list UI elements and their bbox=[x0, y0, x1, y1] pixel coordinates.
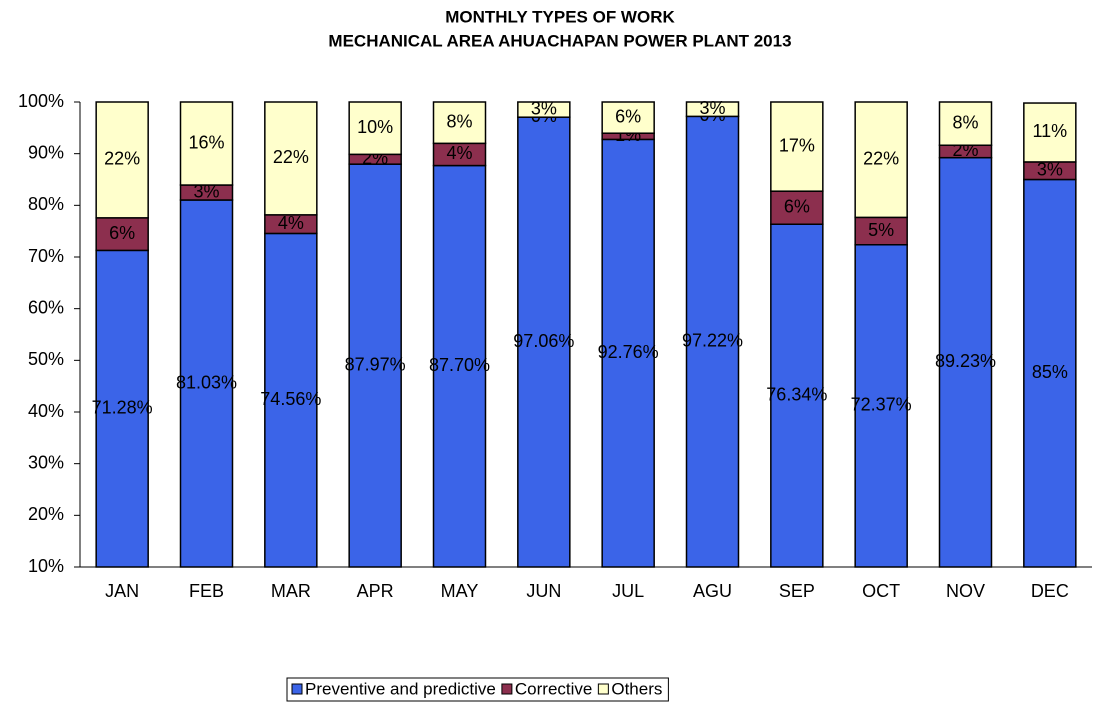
x-tick-label: JUN bbox=[526, 581, 561, 601]
x-tick-label: APR bbox=[357, 581, 394, 601]
bar-segment bbox=[432, 101, 487, 145]
bar-segment bbox=[95, 249, 149, 568]
data-label: 10% bbox=[357, 117, 393, 137]
data-label: 6% bbox=[615, 106, 641, 126]
legend-label: Preventive and predictive bbox=[305, 679, 496, 698]
y-tick-label: 70% bbox=[28, 246, 64, 266]
data-label: 74.56% bbox=[260, 389, 321, 409]
data-label: 3% bbox=[193, 181, 219, 201]
x-tick-label: AGU bbox=[693, 581, 732, 601]
data-label: 17% bbox=[779, 135, 815, 155]
data-label: 72.37% bbox=[851, 395, 912, 415]
data-label: 22% bbox=[863, 148, 899, 168]
bar-segment bbox=[432, 164, 487, 568]
data-label: 16% bbox=[188, 132, 224, 152]
x-tick-label: SEP bbox=[779, 581, 815, 601]
data-label: 4% bbox=[278, 213, 304, 233]
data-label: 97.06% bbox=[513, 331, 574, 351]
y-tick-label: 100% bbox=[18, 91, 64, 111]
bar-segment bbox=[517, 101, 571, 118]
data-label: 71.28% bbox=[92, 397, 153, 417]
x-tick-label: JUL bbox=[612, 581, 644, 601]
chart-subtitle: MECHANICAL AREA AHUACHAPAN POWER PLANT 2… bbox=[328, 31, 791, 50]
data-label: 97.22% bbox=[682, 330, 743, 350]
data-label: 8% bbox=[952, 112, 978, 132]
legend-swatch bbox=[501, 683, 513, 695]
data-label: 87.70% bbox=[429, 355, 490, 375]
data-label: 85% bbox=[1032, 362, 1068, 382]
chart-title: MONTHLY TYPES OF WORK bbox=[445, 7, 675, 26]
x-tick-label: NOV bbox=[946, 581, 985, 601]
data-label: 5% bbox=[868, 220, 894, 240]
bar-segment bbox=[854, 244, 908, 568]
bar-segment bbox=[854, 216, 908, 246]
data-label: 3% bbox=[531, 98, 557, 118]
x-tick-label: MAR bbox=[271, 581, 311, 601]
y-tick-label: 60% bbox=[28, 297, 64, 317]
y-tick-label: 80% bbox=[28, 194, 64, 214]
bar-segment bbox=[854, 101, 908, 219]
data-label: 8% bbox=[446, 111, 472, 131]
y-tick-label: 10% bbox=[28, 556, 64, 576]
bar-segment bbox=[348, 101, 402, 156]
bar-segment bbox=[685, 115, 740, 568]
bar-segment bbox=[938, 101, 993, 146]
legend-swatch bbox=[291, 683, 303, 695]
bar-segment bbox=[938, 156, 993, 568]
bar-segment bbox=[1023, 102, 1077, 163]
y-tick-label: 30% bbox=[28, 452, 64, 472]
bar-segment bbox=[770, 223, 824, 568]
data-label: 81.03% bbox=[176, 372, 237, 392]
bar-segment bbox=[601, 138, 655, 568]
bar-segment bbox=[685, 101, 740, 118]
y-tick-label: 50% bbox=[28, 349, 64, 369]
y-tick-label: 90% bbox=[28, 142, 64, 162]
bar-segment bbox=[348, 163, 402, 568]
data-label: 22% bbox=[104, 149, 140, 169]
data-label: 6% bbox=[784, 196, 810, 216]
y-tick-label: 40% bbox=[28, 401, 64, 421]
legend-label: Corrective bbox=[515, 679, 592, 698]
bar-segment bbox=[770, 101, 824, 192]
y-tick-label: 20% bbox=[28, 504, 64, 524]
bar-segment bbox=[517, 116, 571, 568]
data-label: 11% bbox=[1032, 121, 1067, 141]
x-tick-label: DEC bbox=[1031, 581, 1069, 601]
data-label: 22% bbox=[273, 147, 309, 167]
legend-label: Others bbox=[611, 679, 662, 698]
legend-box bbox=[286, 677, 669, 702]
bar-segment bbox=[264, 232, 318, 568]
x-tick-label: MAY bbox=[441, 581, 479, 601]
bar-segment bbox=[95, 101, 149, 219]
data-label: 3% bbox=[1037, 159, 1063, 179]
bar-segment bbox=[1023, 178, 1077, 568]
x-tick-label: OCT bbox=[862, 581, 900, 601]
data-label: 6% bbox=[109, 223, 135, 243]
legend-swatch bbox=[597, 683, 609, 695]
x-tick-label: FEB bbox=[189, 581, 224, 601]
bar-segment bbox=[179, 101, 234, 186]
bar-segment bbox=[601, 101, 655, 134]
data-label: 92.76% bbox=[598, 342, 659, 362]
data-label: 76.34% bbox=[766, 384, 827, 404]
data-label: 89.23% bbox=[935, 351, 996, 371]
data-label: 4% bbox=[446, 143, 472, 163]
data-label: 3% bbox=[699, 98, 725, 118]
bar-segment bbox=[264, 101, 318, 216]
data-label: 87.97% bbox=[345, 354, 406, 374]
x-tick-label: JAN bbox=[105, 581, 139, 601]
